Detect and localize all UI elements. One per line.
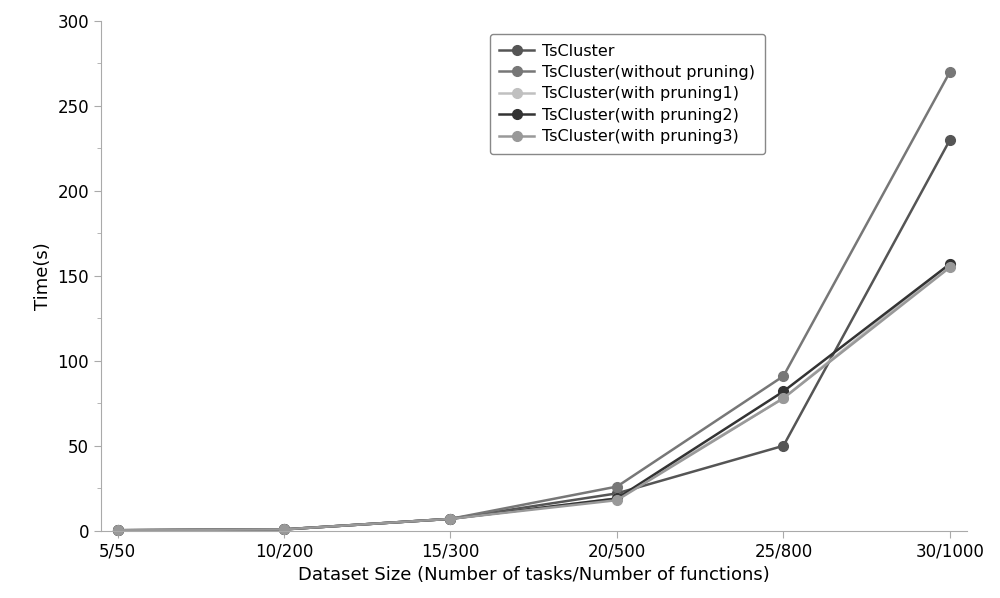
Line: TsCluster(without pruning): TsCluster(without pruning) xyxy=(113,67,955,535)
TsCluster(with pruning3) xyxy=(777,395,789,402)
TsCluster(without pruning) xyxy=(444,515,456,523)
Line: TsCluster(with pruning3): TsCluster(with pruning3) xyxy=(113,263,955,535)
TsCluster xyxy=(611,490,623,497)
TsCluster(with pruning2) xyxy=(777,388,789,395)
TsCluster(without pruning) xyxy=(944,68,956,75)
X-axis label: Dataset Size (Number of tasks/Number of functions): Dataset Size (Number of tasks/Number of … xyxy=(298,566,770,584)
TsCluster(without pruning) xyxy=(278,526,290,533)
TsCluster(without pruning) xyxy=(112,527,124,534)
TsCluster(with pruning1) xyxy=(777,395,789,402)
TsCluster(without pruning) xyxy=(777,373,789,380)
TsCluster(with pruning1) xyxy=(444,515,456,523)
TsCluster(with pruning1) xyxy=(944,260,956,267)
Y-axis label: Time(s): Time(s) xyxy=(34,242,52,310)
TsCluster(without pruning) xyxy=(611,483,623,490)
TsCluster xyxy=(944,136,956,144)
TsCluster(with pruning3) xyxy=(944,264,956,271)
Line: TsCluster: TsCluster xyxy=(113,135,955,535)
Line: TsCluster(with pruning1): TsCluster(with pruning1) xyxy=(113,259,955,535)
TsCluster(with pruning3) xyxy=(611,496,623,504)
TsCluster(with pruning3) xyxy=(112,527,124,534)
TsCluster(with pruning2) xyxy=(611,495,623,502)
TsCluster xyxy=(112,527,124,534)
TsCluster(with pruning2) xyxy=(944,260,956,267)
TsCluster(with pruning1) xyxy=(611,495,623,502)
TsCluster(with pruning3) xyxy=(444,515,456,523)
TsCluster xyxy=(777,442,789,449)
TsCluster xyxy=(444,515,456,523)
TsCluster(with pruning2) xyxy=(444,515,456,523)
TsCluster(with pruning1) xyxy=(112,527,124,534)
TsCluster(with pruning1) xyxy=(278,526,290,533)
TsCluster(with pruning2) xyxy=(278,526,290,533)
TsCluster xyxy=(278,526,290,533)
Legend: TsCluster, TsCluster(without pruning), TsCluster(with pruning1), TsCluster(with : TsCluster, TsCluster(without pruning), T… xyxy=(490,34,765,154)
TsCluster(with pruning3) xyxy=(278,526,290,533)
Line: TsCluster(with pruning2): TsCluster(with pruning2) xyxy=(113,259,955,535)
TsCluster(with pruning2) xyxy=(112,527,124,534)
